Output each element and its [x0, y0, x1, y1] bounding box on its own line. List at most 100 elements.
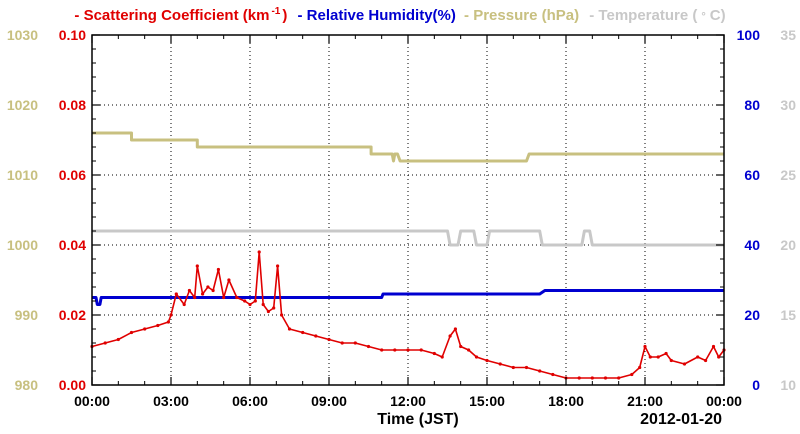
temperature-axis-label: 30 [780, 97, 796, 113]
scattering-point [182, 302, 186, 307]
scattering-point [704, 358, 708, 363]
x-tick-label: 00:00 [74, 393, 110, 409]
x-tick-label: 09:00 [311, 393, 347, 409]
scattering-point [669, 358, 673, 363]
scattering-axis-label: 0.10 [59, 27, 86, 43]
pressure-axis-label: 980 [15, 377, 39, 393]
legend-humidity: - Relative Humidity(%) [297, 7, 456, 24]
scattering-point [195, 264, 199, 268]
scattering-point [327, 337, 331, 342]
scattering-point [453, 327, 457, 331]
scattering-point [643, 344, 647, 349]
scattering-point [406, 348, 410, 352]
legend-scattering: - Scattering Coefficient (km -1) [74, 6, 288, 24]
scattering-point [448, 334, 452, 338]
scattering-point [603, 376, 608, 380]
scattering-point [235, 295, 239, 300]
scattering-point [432, 351, 436, 356]
scattering-point [169, 313, 173, 317]
humidity-axis-label: 80 [744, 97, 760, 113]
scattering-point [648, 355, 652, 359]
scattering-axis-label: 0.00 [59, 377, 86, 393]
grid-lines [92, 35, 724, 385]
scattering-point [638, 365, 642, 370]
scattering-point [617, 376, 621, 380]
chart-legend: - Scattering Coefficient (km -1) - Relati… [0, 6, 800, 28]
temperature-axis-label: 10 [780, 377, 796, 393]
scattering-point [216, 267, 220, 272]
scattering-point [467, 348, 471, 352]
scattering-point [577, 376, 581, 380]
scattering-point [287, 327, 292, 331]
humidity-axis-label: 0 [752, 377, 760, 393]
scattering-point [222, 295, 226, 300]
scattering-point [261, 302, 265, 307]
temperature-axis-label: 25 [780, 167, 796, 183]
scattering-point [276, 264, 280, 268]
x-tick-label: 18:00 [548, 393, 584, 409]
humidity-axis-label: 60 [744, 167, 760, 183]
scattering-point [524, 365, 529, 370]
scattering-point [419, 348, 423, 352]
scattering-point [380, 348, 384, 352]
pressure-axis-label: 1010 [7, 167, 38, 183]
scattering-point [711, 344, 716, 349]
scattering-point [280, 313, 284, 317]
scattering-point [340, 341, 344, 345]
scattering-point [187, 288, 191, 293]
scattering-point [257, 250, 261, 254]
date-label: 2012-01-20 [640, 411, 722, 428]
scattering-point [211, 288, 215, 293]
series-line-pressure [92, 131, 724, 163]
legend-pressure: - Pressure (hPa) [464, 7, 580, 24]
pressure-axis-label: 1000 [7, 237, 38, 253]
x-tick-label: 15:00 [469, 393, 505, 409]
scattering-point [206, 285, 210, 289]
scattering-point [353, 341, 357, 345]
temperature-axis-label: 35 [780, 27, 796, 43]
scattering-point [143, 327, 147, 331]
scattering-axis-label: 0.04 [59, 237, 86, 253]
series-line-relative-humidity [92, 289, 724, 306]
humidity-axis-label: 100 [737, 27, 761, 43]
scattering-point [272, 306, 276, 310]
x-tick-label: 12:00 [390, 393, 426, 409]
scattering-point [301, 330, 305, 335]
scattering-point [174, 292, 178, 296]
scattering-axis-label: 0.08 [59, 97, 86, 113]
scattering-point [664, 351, 668, 356]
x-tick-label: 06:00 [232, 393, 268, 409]
scattering-point [248, 302, 252, 307]
scattering-point [193, 295, 197, 300]
scattering-point [682, 362, 687, 366]
scattering-point [551, 372, 555, 377]
scattering-point [696, 355, 700, 359]
pressure-axis-label: 1020 [7, 97, 38, 113]
temperature-axis-label: 20 [780, 237, 796, 253]
scattering-point [129, 330, 134, 335]
scattering-point [656, 355, 660, 359]
scattering-point [243, 299, 247, 303]
scattering-point [717, 355, 721, 359]
scattering-point [166, 320, 170, 324]
scattering-point [366, 344, 371, 349]
scattering-point [201, 292, 205, 296]
humidity-axis-label: 40 [744, 237, 760, 253]
scattering-point [474, 355, 479, 359]
legend-temperature: - Temperature (° C) [589, 7, 726, 24]
x-axis-label: Time (JST) [377, 411, 459, 428]
temperature-axis-label: 15 [780, 307, 796, 323]
scattering-point [485, 358, 489, 363]
humidity-axis-label: 20 [744, 307, 760, 323]
scattering-point [227, 278, 231, 282]
scattering-axis-label: 0.02 [59, 307, 86, 323]
x-tick-label: 03:00 [153, 393, 189, 409]
scattering-point [538, 369, 542, 373]
scattering-point [393, 348, 397, 352]
pressure-axis-label: 1030 [7, 27, 38, 43]
series-layer [90, 131, 726, 380]
scattering-point [630, 372, 634, 377]
scattering-point [266, 309, 270, 314]
scattering-point [590, 376, 594, 380]
